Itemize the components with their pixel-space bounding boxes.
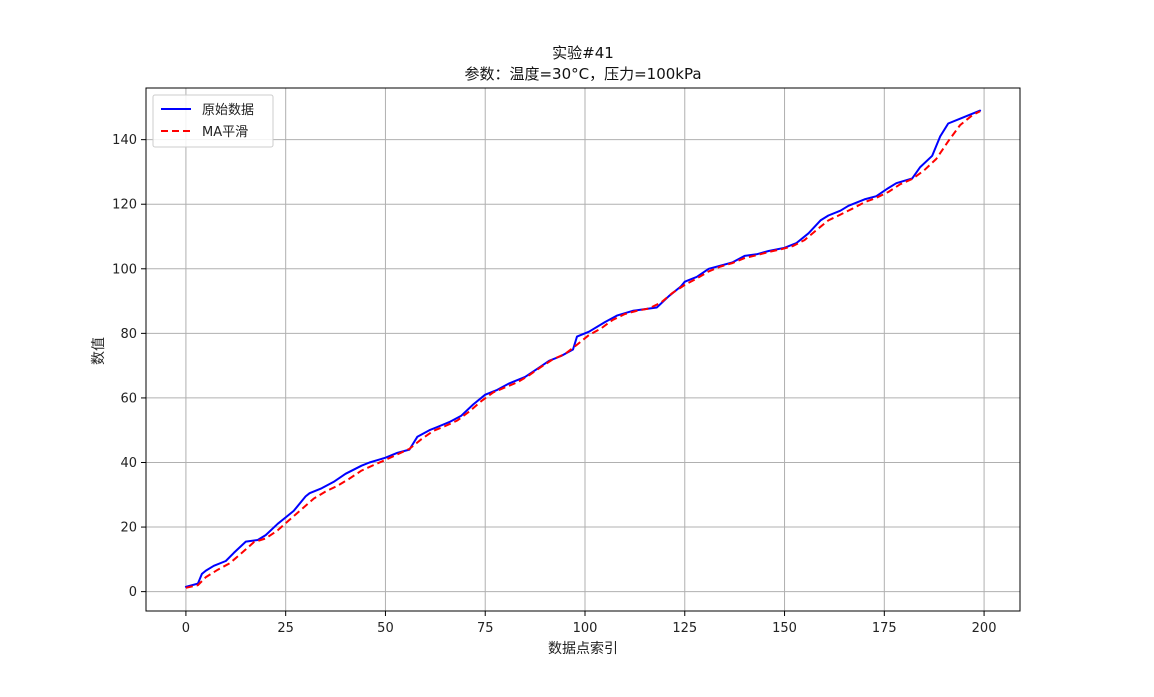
- x-tick-label: 200: [972, 621, 997, 636]
- legend: 原始数据 MA平滑: [152, 94, 274, 148]
- x-tick-label: 150: [772, 621, 797, 636]
- y-tick-label: 80: [120, 327, 137, 342]
- x-tick-label: 175: [872, 621, 897, 636]
- series-line-raw: [184, 109, 982, 588]
- y-tick-label: 0: [129, 585, 137, 600]
- x-tick-label: 0: [182, 621, 190, 636]
- legend-label-ma: MA平滑: [202, 125, 248, 140]
- legend-label-raw: 原始数据: [202, 103, 254, 118]
- x-tick-label: 100: [573, 621, 598, 636]
- grid: [146, 88, 1020, 611]
- y-tick-label: 120: [112, 198, 137, 213]
- chart-title: 实验#41: [552, 44, 614, 62]
- y-axis-label: 数值: [91, 337, 107, 365]
- x-tick-label: 25: [277, 621, 294, 636]
- x-axis-label: 数据点索引: [548, 640, 618, 657]
- x-tick-label: 50: [377, 621, 394, 636]
- x-tick-label: 75: [477, 621, 494, 636]
- plot-frame: [145, 87, 1021, 612]
- y-tick-label: 140: [112, 133, 137, 148]
- y-tick-label: 20: [120, 521, 137, 536]
- x-tick-label: 125: [672, 621, 697, 636]
- y-tick-label: 40: [120, 456, 137, 471]
- y-tick-label: 60: [120, 391, 137, 406]
- series-layer: [184, 109, 982, 589]
- ticks: 0 25 50 75 100 125 150 175 200 0 20 40 60 80 100 120 140: [112, 133, 996, 636]
- chart-subtitle: 参数：温度=30°C，压力=100kPa: [464, 65, 701, 83]
- y-tick-label: 100: [112, 262, 137, 277]
- series-line-ma: [185, 110, 981, 589]
